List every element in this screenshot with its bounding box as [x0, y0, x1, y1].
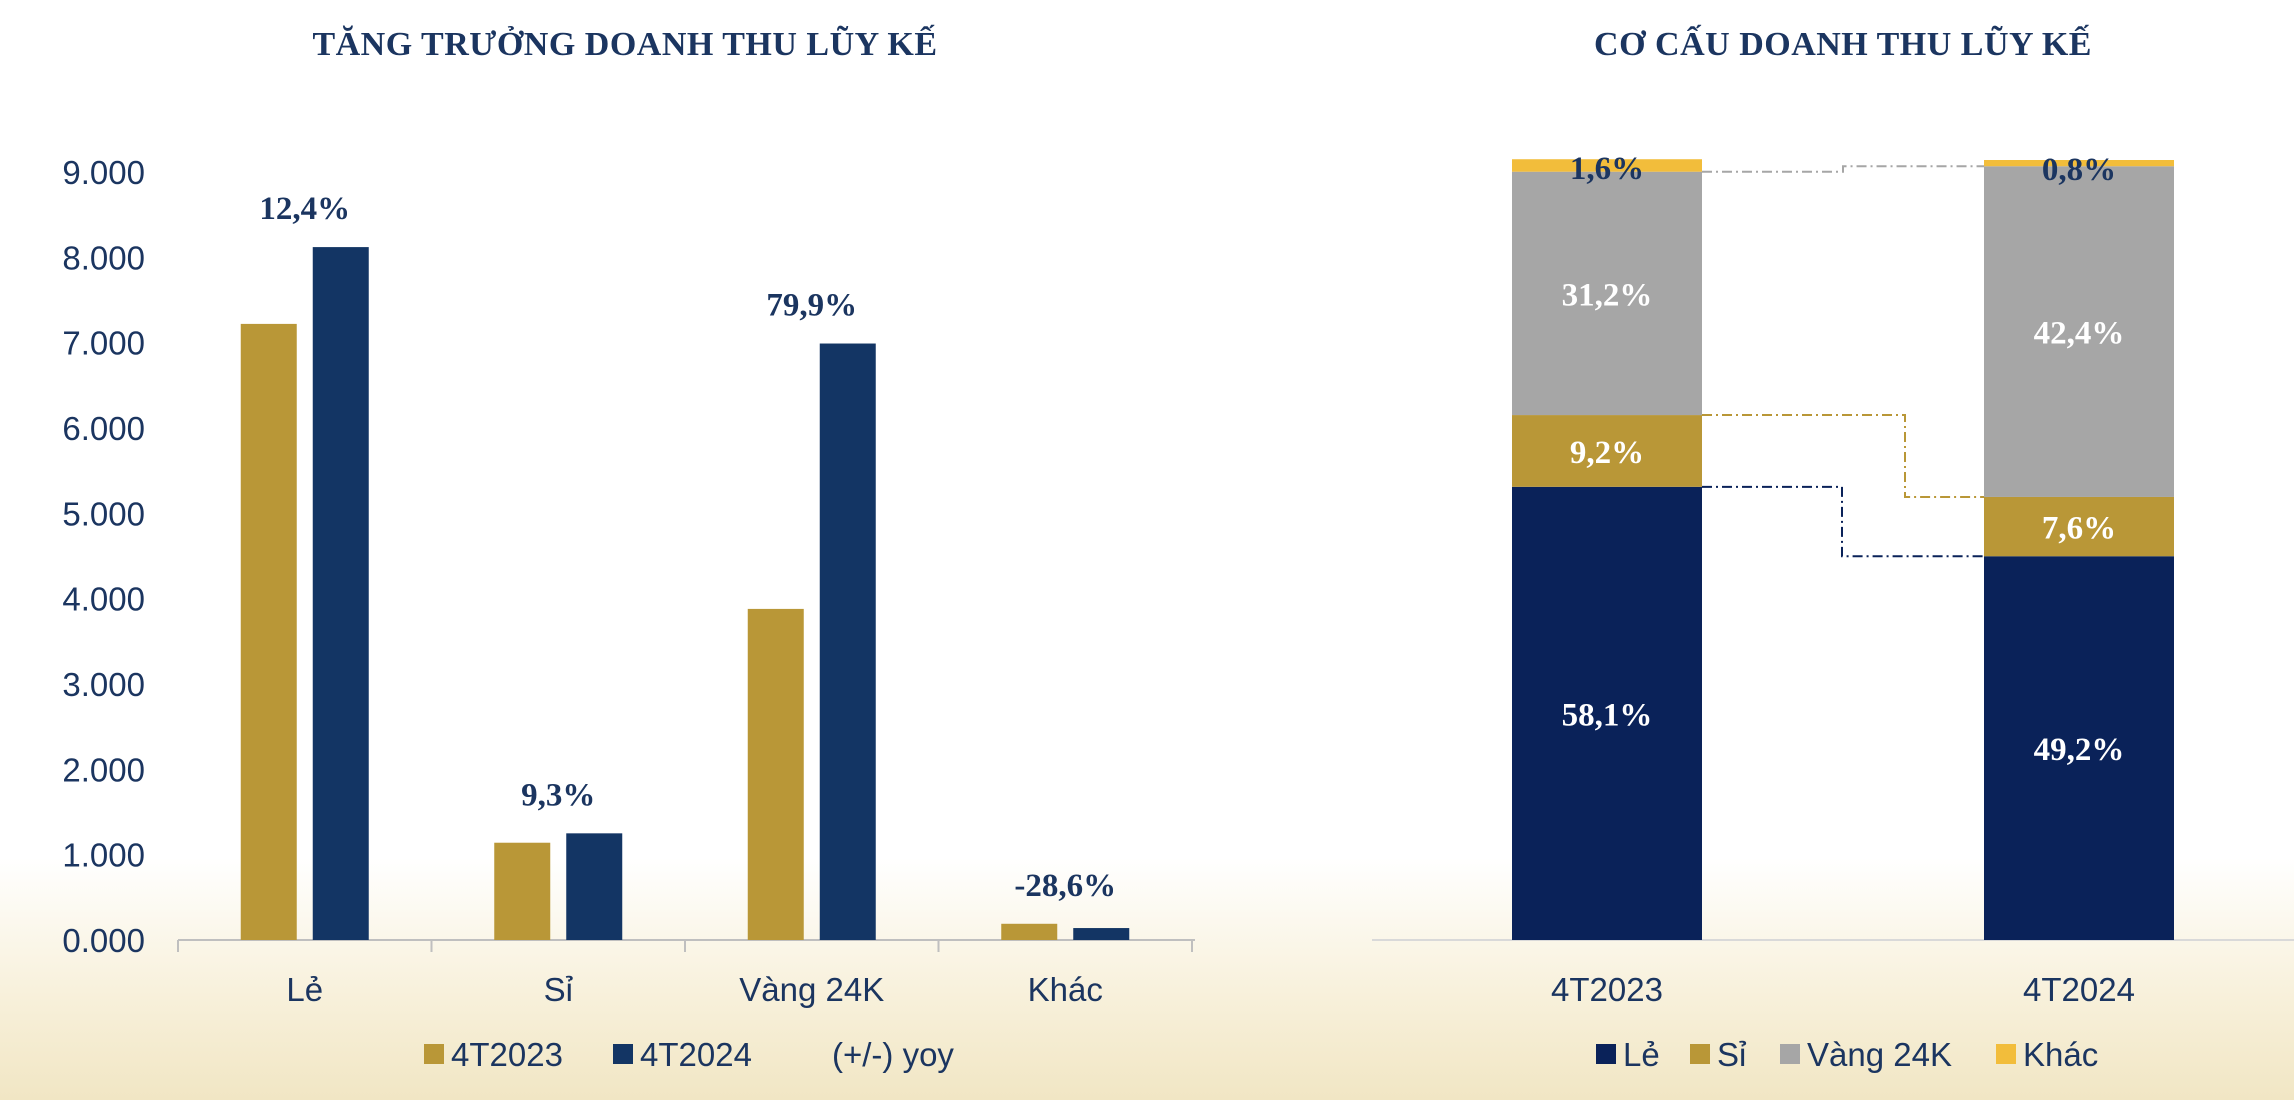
segment-label: 58,1% — [1562, 697, 1653, 733]
structure-stacked-bars: 58,1% 9,2% 31,2% 1,6% 49,2% 7,6% 42,4% 0,8% — [1512, 151, 2174, 940]
bar-4t2024 — [312, 247, 369, 941]
bar-4t2023 — [1001, 923, 1058, 940]
legend-swatch — [1596, 1044, 1616, 1064]
connector-line — [1702, 414, 1984, 498]
bar-4t2024 — [819, 343, 876, 940]
legend-label: Lẻ — [1623, 1036, 1660, 1073]
legend-label: Sỉ — [1717, 1036, 1747, 1073]
growth-y-axis: 0.000 1.000 2.000 3.000 4.000 5.000 6.000 7.000… — [62, 154, 145, 959]
bar-4t2023 — [240, 323, 297, 941]
yoy-label: 9,3% — [521, 777, 595, 813]
y-tick-label: 2.000 — [62, 751, 145, 788]
segment-label: 31,2% — [1562, 277, 1653, 313]
bar-4t2024 — [1073, 928, 1130, 940]
legend-swatch — [1996, 1044, 2016, 1064]
segment-label: 49,2% — [2034, 732, 2125, 768]
segment-label: 42,4% — [2034, 316, 2125, 352]
stack-segment-l- — [1984, 556, 2174, 940]
segment-label: 9,2% — [1570, 435, 1644, 471]
growth-bars — [240, 247, 1130, 941]
segment-label: 7,6% — [2042, 511, 2116, 547]
legend-label: Khác — [2023, 1036, 2098, 1073]
category-label: 4T2023 — [1551, 971, 1663, 1008]
stack-segment-s- — [1512, 415, 1702, 487]
bar-4t2023 — [494, 842, 551, 940]
y-tick-label: 6.000 — [62, 410, 145, 447]
growth-category-labels: Lẻ Sỉ Vàng 24K Khác — [286, 971, 1102, 1008]
yoy-label: -28,6% — [1014, 868, 1116, 904]
stack-segment-l- — [1512, 486, 1702, 940]
connector-line — [1702, 485, 1984, 558]
legend-label: Vàng 24K — [1807, 1036, 1952, 1073]
segment-label: 0,8% — [2042, 152, 2116, 188]
stack-segment-v-ng-24k — [1512, 171, 1702, 416]
legend-label-yoy: (+/-) yoy — [832, 1036, 954, 1073]
stack-segment-kh-c — [1512, 159, 1702, 172]
y-tick-label: 8.000 — [62, 239, 145, 276]
legend-swatch — [1690, 1044, 1710, 1064]
structure-category-labels: 4T2023 4T2024 — [1551, 971, 2135, 1008]
y-tick-label: 4.000 — [62, 581, 145, 618]
y-tick-label: 9.000 — [62, 154, 145, 191]
growth-yoy-labels: 12,4% 9,3% 79,9% -28,6% — [259, 191, 1116, 904]
structure-chart-title: CƠ CẤU DOANH THU LŨY KẾ — [1594, 24, 2092, 63]
growth-legend: 4T2023 4T2024 (+/-) yoy — [424, 1036, 954, 1073]
structure-chart: CƠ CẤU DOANH THU LŨY KẾ 58,1% 9,2% 31,2% 1,… — [1372, 24, 2294, 1073]
growth-chart: TĂNG TRƯỞNG DOANH THU LŨY KẾ 0.000 1.000 2… — [62, 24, 1195, 1073]
stack-segment-kh-c — [1984, 160, 2174, 167]
legend-label-4t2023: 4T2023 — [451, 1036, 563, 1073]
stack-segment-v-ng-24k — [1984, 166, 2174, 497]
legend-swatch-4t2023 — [424, 1044, 444, 1064]
bar-4t2023 — [747, 608, 804, 940]
y-tick-label: 5.000 — [62, 495, 145, 532]
y-tick-label: 0.000 — [62, 922, 145, 959]
yoy-label: 12,4% — [259, 191, 350, 227]
y-tick-label: 7.000 — [62, 325, 145, 362]
growth-x-ticks — [177, 940, 1193, 952]
yoy-label: 79,9% — [766, 288, 857, 324]
connector-line — [1702, 165, 1984, 173]
segment-label: 1,6% — [1570, 151, 1644, 187]
category-label: Khác — [1028, 971, 1103, 1008]
legend-swatch — [1780, 1044, 1800, 1064]
category-label: Vàng 24K — [739, 971, 884, 1008]
y-tick-label: 1.000 — [62, 837, 145, 874]
stack-segment-s- — [1984, 496, 2174, 557]
y-tick-label: 3.000 — [62, 666, 145, 703]
legend-swatch-4t2024 — [613, 1044, 633, 1064]
legend-label-4t2024: 4T2024 — [640, 1036, 752, 1073]
category-label: Sỉ — [544, 971, 574, 1008]
bar-4t2024 — [566, 833, 623, 940]
category-label: 4T2024 — [2023, 971, 2135, 1008]
growth-chart-title: TĂNG TRƯỞNG DOANH THU LŨY KẾ — [312, 24, 937, 63]
structure-connector-lines — [1702, 165, 1984, 558]
structure-legend: Lẻ Sỉ Vàng 24K Khác — [1596, 1036, 2098, 1073]
category-label: Lẻ — [286, 971, 323, 1008]
